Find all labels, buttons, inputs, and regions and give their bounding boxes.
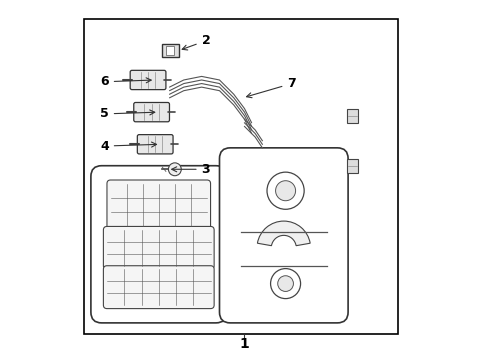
FancyBboxPatch shape — [103, 266, 214, 309]
FancyBboxPatch shape — [166, 46, 174, 55]
FancyBboxPatch shape — [83, 19, 397, 334]
Circle shape — [275, 181, 295, 201]
FancyBboxPatch shape — [103, 226, 214, 269]
Text: 3: 3 — [171, 163, 210, 176]
Circle shape — [270, 269, 300, 298]
Circle shape — [168, 163, 181, 176]
FancyBboxPatch shape — [346, 109, 357, 123]
Text: 2: 2 — [182, 34, 210, 50]
FancyBboxPatch shape — [134, 103, 169, 122]
Text: 7: 7 — [246, 77, 296, 98]
FancyBboxPatch shape — [107, 180, 210, 230]
FancyBboxPatch shape — [91, 166, 226, 323]
FancyBboxPatch shape — [346, 158, 357, 173]
Circle shape — [277, 276, 293, 292]
Text: 1: 1 — [239, 337, 249, 351]
Circle shape — [266, 172, 304, 209]
Text: 6: 6 — [100, 75, 151, 88]
Text: 4: 4 — [100, 140, 156, 153]
Text: 5: 5 — [100, 107, 154, 120]
FancyBboxPatch shape — [219, 148, 347, 323]
Wedge shape — [257, 221, 309, 246]
FancyBboxPatch shape — [162, 44, 179, 58]
FancyBboxPatch shape — [130, 70, 165, 90]
FancyBboxPatch shape — [137, 135, 173, 154]
